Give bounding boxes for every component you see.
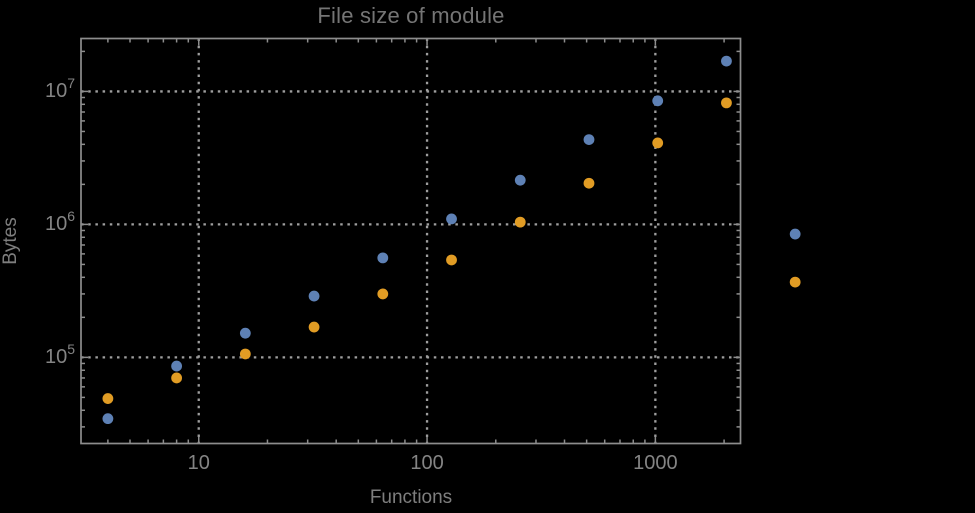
- data-point-blue: [583, 134, 595, 146]
- data-point-orange: [583, 177, 595, 189]
- data-point-blue: [446, 213, 457, 225]
- x-tick-label: 100: [410, 452, 444, 474]
- data-point-blue: [377, 252, 389, 264]
- x-tick-label: 10: [187, 452, 210, 474]
- data-point-orange: [239, 348, 251, 360]
- y-tick-label: 107: [44, 74, 75, 103]
- y-tick-label: 106: [44, 207, 75, 236]
- data-point-orange: [789, 276, 801, 288]
- data-point-blue: [308, 290, 320, 302]
- data-point-blue: [102, 413, 114, 425]
- data-point-blue: [652, 95, 664, 107]
- data-point-orange: [652, 137, 664, 149]
- data-point-orange: [102, 393, 114, 404]
- data-point-orange: [377, 288, 389, 300]
- x-tick-label: 1000: [633, 452, 678, 474]
- x-axis-label: Functions: [369, 487, 453, 508]
- data-point-blue: [239, 327, 251, 339]
- data-point-orange: [514, 216, 526, 228]
- data-point-blue: [721, 55, 732, 67]
- data-point-orange: [171, 372, 183, 384]
- plot-frame: [80, 37, 742, 445]
- data-point-orange: [721, 97, 732, 109]
- data-point-orange: [308, 321, 320, 333]
- data-point-orange: [446, 254, 457, 266]
- data-point-blue: [171, 360, 183, 372]
- y-tick-label: 105: [44, 340, 75, 369]
- data-point-blue: [514, 174, 526, 186]
- data-point-blue: [789, 228, 801, 240]
- chart-title: File size of module: [317, 3, 505, 28]
